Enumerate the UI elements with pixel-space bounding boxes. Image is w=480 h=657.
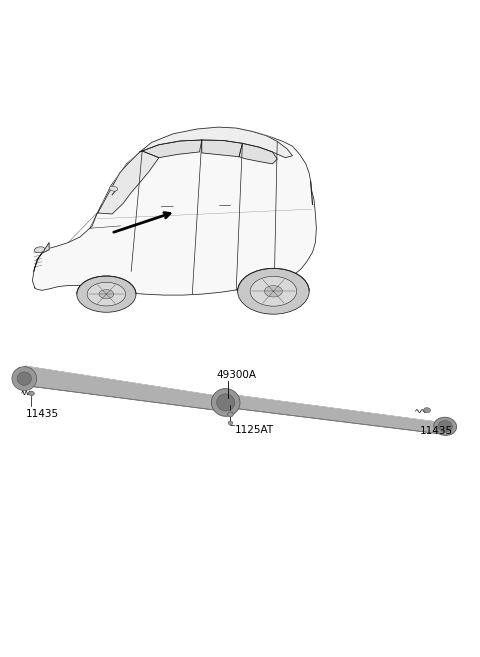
Ellipse shape <box>216 394 235 411</box>
FancyArrow shape <box>17 367 26 379</box>
Text: 1125AT: 1125AT <box>235 425 275 435</box>
Polygon shape <box>142 140 202 158</box>
Ellipse shape <box>211 389 240 417</box>
Polygon shape <box>239 143 277 164</box>
Polygon shape <box>24 366 226 411</box>
Polygon shape <box>225 394 445 434</box>
Ellipse shape <box>77 276 136 312</box>
Ellipse shape <box>109 186 118 191</box>
FancyArrow shape <box>218 394 232 409</box>
Ellipse shape <box>35 247 45 253</box>
FancyArrow shape <box>219 396 234 409</box>
Polygon shape <box>33 128 316 295</box>
Ellipse shape <box>438 420 452 432</box>
Text: 49300A: 49300A <box>216 370 256 380</box>
FancyArrow shape <box>219 396 233 411</box>
Polygon shape <box>202 140 242 157</box>
Polygon shape <box>98 151 159 214</box>
FancyArrow shape <box>14 370 25 380</box>
FancyArrow shape <box>23 369 33 380</box>
Polygon shape <box>34 242 49 271</box>
Ellipse shape <box>29 392 34 396</box>
Ellipse shape <box>250 277 297 306</box>
FancyArrow shape <box>23 367 28 379</box>
Ellipse shape <box>87 283 126 306</box>
Ellipse shape <box>238 268 309 314</box>
FancyArrow shape <box>217 396 232 409</box>
Ellipse shape <box>99 290 114 299</box>
Ellipse shape <box>228 421 233 425</box>
Text: 11435: 11435 <box>420 426 453 436</box>
Ellipse shape <box>12 367 36 390</box>
Ellipse shape <box>17 372 32 385</box>
FancyArrow shape <box>24 372 36 380</box>
Ellipse shape <box>424 408 431 413</box>
Ellipse shape <box>434 417 456 436</box>
Text: 11435: 11435 <box>26 409 59 419</box>
Ellipse shape <box>228 412 233 417</box>
Polygon shape <box>140 127 292 158</box>
Ellipse shape <box>264 286 282 297</box>
